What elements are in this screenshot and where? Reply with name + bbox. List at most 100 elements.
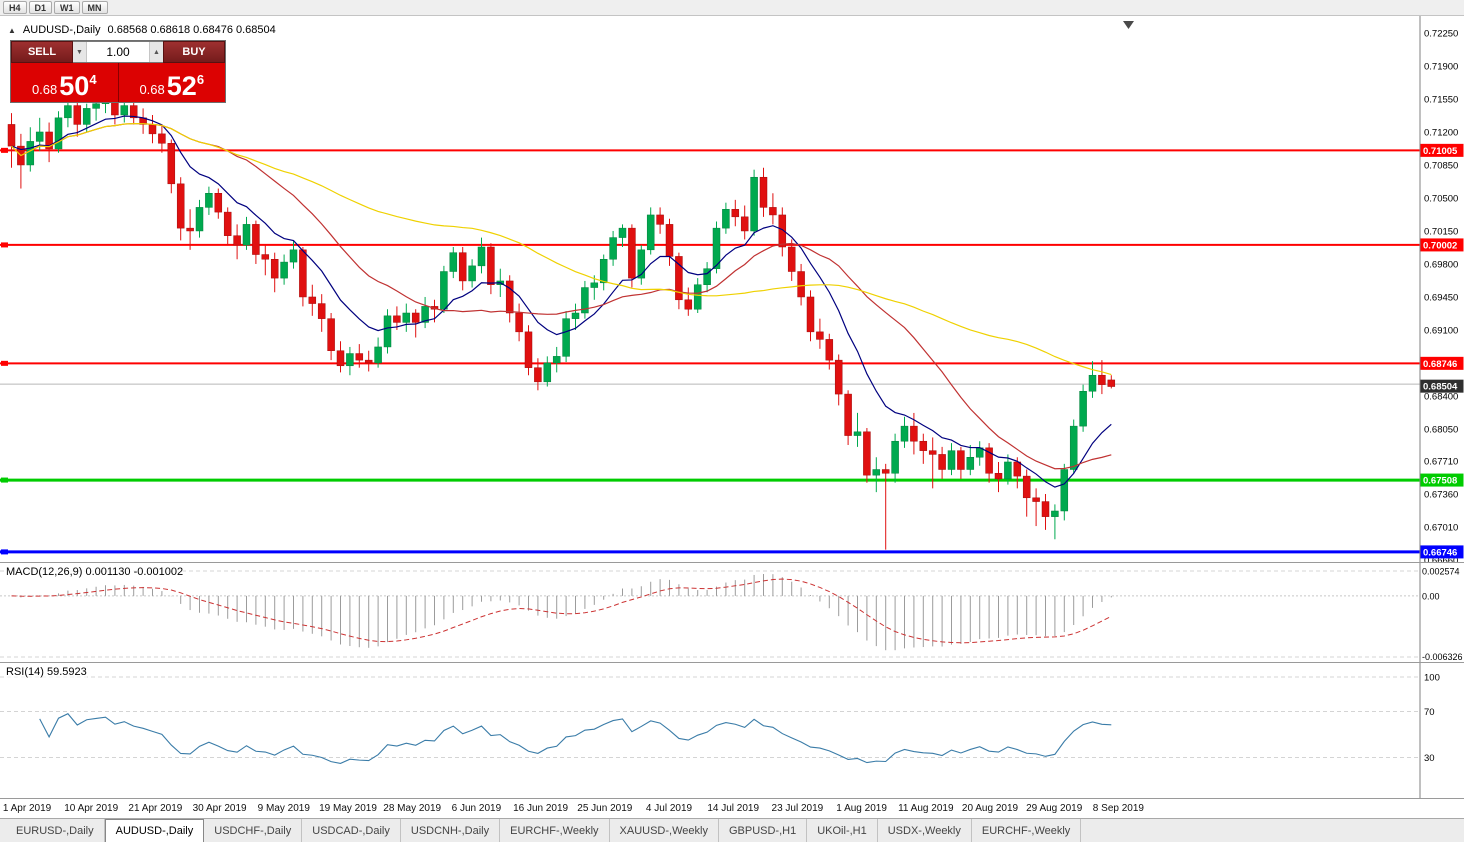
symbol-tab-bar: EURUSD-,Daily AUDUSD-,Daily USDCHF-,Daily U… [0,818,1464,842]
candle [7,124,16,147]
volume-value[interactable]: 1.00 [106,45,130,59]
candle [299,249,307,298]
volume-input[interactable]: ▼ 1.00 ▲ [73,41,163,63]
candle [270,259,279,279]
sell-button[interactable]: SELL [11,41,73,63]
one-click-panel-toggle-icon[interactable]: ▲ [8,25,16,35]
rsi-axis-label: 100 [1424,673,1440,684]
candle [158,133,166,144]
candle [806,296,815,333]
one-click-trading-panel: SELL ▼ 1.00 ▲ BUY 0.68 50 4 0.68 52 6 [10,40,226,103]
tab-ukoil-h1[interactable]: UKOil-,H1 [807,819,878,842]
macd-canvas[interactable]: 0.002574 0.00 -0.006326 [0,563,1464,663]
candle [581,287,589,314]
rsi-canvas[interactable]: 100 70 30 [0,663,1464,799]
candle [421,306,429,323]
candle [628,227,636,279]
line-handle [1,242,8,248]
candle [411,312,420,323]
candle [308,296,317,304]
candle [759,176,768,208]
price-tag[interactable]: 0.71005 [1420,143,1464,157]
price-axis-label: 0.69450 [1424,292,1458,303]
price-chart-canvas[interactable]: 0.72250 0.71900 0.71550 0.71200 0.70850 0.705… [0,16,1464,562]
tab-usdchf-daily[interactable]: USDCHF-,Daily [204,819,303,842]
price-axis-label: 0.71900 [1424,61,1458,72]
price-tag[interactable]: 0.66746 [1420,545,1464,559]
candle [195,207,204,232]
buy-price-prefix: 0.68 [139,82,165,97]
candle [1004,461,1012,480]
tab-eurchf-weekly[interactable]: EURCHF-,Weekly [500,819,610,842]
buy-button[interactable]: BUY [163,41,225,63]
price-axis-label: 0.70500 [1424,193,1458,204]
candle [891,440,899,474]
candle [73,105,82,125]
candle [186,227,194,232]
candle [693,284,702,310]
trade-buttons-row: SELL ▼ 1.00 ▲ BUY [11,41,225,63]
candle [223,211,232,236]
macd-histogram [20,574,1112,651]
price-tag[interactable]: 0.68504 [1420,379,1464,393]
tab-usdx-weekly[interactable]: USDX-,Weekly [878,819,972,842]
tab-usdcad-daily[interactable]: USDCAD-,Daily [302,819,401,842]
candle [938,454,946,470]
tab-usdcnh-daily[interactable]: USDCNH-,Daily [401,819,501,842]
price-axis-label: 0.68400 [1424,391,1458,402]
candle [82,108,91,125]
candle [750,176,758,232]
candle [1013,461,1022,477]
buy-price-big: 52 [166,71,197,102]
candle [947,450,956,470]
timeframe-button-d1[interactable]: D1 [28,1,53,14]
candle [167,143,176,185]
date-label: 20 Aug 2019 [961,803,1019,814]
sell-price-display[interactable]: 0.68 50 4 [11,63,119,102]
volume-increase-button[interactable]: ▲ [149,42,163,62]
timeframe-button-w1[interactable]: W1 [54,1,80,14]
tab-xauusd-weekly[interactable]: XAUUSD-,Weekly [610,819,719,842]
candle [458,252,467,282]
date-axis[interactable]: 1 Apr 2019 10 Apr 2019 21 Apr 2019 30 Apr 2… [0,798,1464,818]
candle [289,249,298,263]
date-label: 9 May 2019 [257,803,310,814]
tab-audusd-daily[interactable]: AUDUSD-,Daily [104,819,205,842]
price-axis[interactable]: 0.72250 0.71900 0.71550 0.71200 0.70850 0.705… [1419,16,1464,562]
candle [26,141,35,166]
price-axis-label: 0.71200 [1424,127,1458,138]
candle [1041,501,1050,517]
date-label: 23 Jul 2019 [771,803,824,814]
candle [900,425,909,442]
date-label: 30 Apr 2019 [192,803,247,814]
timeframe-button-h4[interactable]: H4 [3,1,27,14]
date-label: 14 Jul 2019 [707,803,760,814]
chart-shift-marker[interactable] [1123,21,1134,29]
price-tag[interactable]: 0.68746 [1420,356,1464,370]
candle [665,224,674,257]
candle [1079,391,1087,427]
volume-decrease-button[interactable]: ▼ [73,42,87,62]
candle [966,457,975,470]
moving-average-10 [11,115,1112,488]
date-label: 1 Apr 2019 [2,803,52,814]
buy-price-display[interactable]: 0.68 52 6 [118,63,225,102]
candle [402,312,411,323]
price-axis-label: 0.67010 [1424,523,1458,534]
candle [148,124,157,135]
price-tag[interactable]: 0.67508 [1420,473,1464,487]
svg-text:0.68746: 0.68746 [1423,359,1457,370]
price-axis-label: 0.66660 [1424,556,1458,562]
tab-eurusd-daily[interactable]: EURUSD-,Daily [6,819,105,842]
tab-gbpusd-h1[interactable]: GBPUSD-,H1 [719,819,808,842]
candle [816,331,824,340]
timeframe-button-mn[interactable]: MN [81,1,108,14]
rsi-line [39,713,1112,764]
candle [374,346,382,364]
tab-eurchf-weekly[interactable]: EURCHF-,Weekly [972,819,1082,842]
candle [64,105,72,119]
price-tag[interactable]: 0.70002 [1420,238,1464,252]
candle [1051,510,1059,517]
candles [7,92,1116,550]
candle [646,214,655,251]
